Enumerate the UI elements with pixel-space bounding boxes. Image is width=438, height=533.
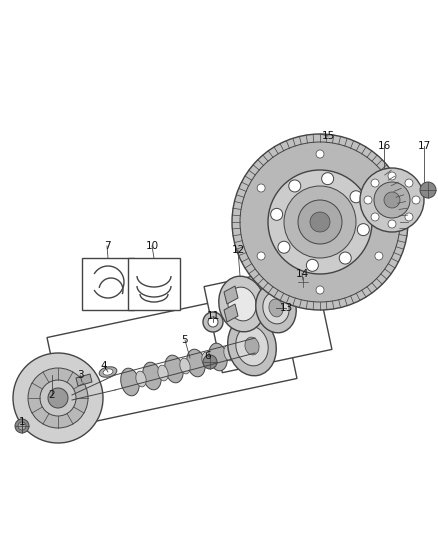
- Circle shape: [310, 212, 330, 232]
- Text: 11: 11: [206, 311, 219, 321]
- Polygon shape: [224, 304, 238, 322]
- Bar: [82, 258, 134, 310]
- Circle shape: [384, 192, 400, 208]
- Ellipse shape: [228, 287, 256, 321]
- Circle shape: [203, 355, 217, 369]
- Circle shape: [208, 317, 218, 327]
- Circle shape: [268, 170, 372, 274]
- Text: 5: 5: [182, 335, 188, 345]
- Ellipse shape: [99, 367, 117, 377]
- Ellipse shape: [103, 369, 113, 375]
- Ellipse shape: [136, 371, 146, 387]
- Ellipse shape: [219, 276, 265, 332]
- Ellipse shape: [231, 336, 249, 364]
- Text: 12: 12: [231, 245, 245, 255]
- Circle shape: [405, 213, 413, 221]
- Text: 10: 10: [145, 241, 159, 251]
- Circle shape: [357, 224, 369, 236]
- Circle shape: [257, 184, 265, 192]
- Polygon shape: [224, 286, 238, 304]
- Circle shape: [284, 186, 356, 258]
- Circle shape: [257, 252, 265, 260]
- Circle shape: [316, 150, 324, 158]
- Polygon shape: [204, 263, 332, 373]
- Polygon shape: [47, 288, 297, 427]
- Text: 15: 15: [321, 131, 335, 141]
- Circle shape: [48, 388, 68, 408]
- Ellipse shape: [121, 368, 139, 396]
- Ellipse shape: [245, 337, 259, 355]
- Text: 1: 1: [19, 417, 25, 427]
- Text: 14: 14: [295, 269, 309, 279]
- Text: 6: 6: [205, 351, 211, 361]
- Circle shape: [13, 353, 103, 443]
- Circle shape: [298, 200, 342, 244]
- Circle shape: [278, 241, 290, 253]
- Text: 13: 13: [279, 303, 293, 313]
- Ellipse shape: [165, 355, 183, 383]
- Circle shape: [350, 191, 362, 203]
- Text: 2: 2: [49, 390, 55, 400]
- Circle shape: [316, 286, 324, 294]
- Ellipse shape: [209, 343, 227, 371]
- Circle shape: [412, 196, 420, 204]
- Ellipse shape: [256, 283, 296, 333]
- Circle shape: [40, 380, 76, 416]
- Circle shape: [388, 172, 396, 180]
- Ellipse shape: [228, 316, 276, 376]
- Circle shape: [371, 213, 379, 221]
- Ellipse shape: [269, 299, 283, 317]
- Circle shape: [203, 312, 223, 332]
- Bar: [128, 258, 180, 310]
- Text: 16: 16: [378, 141, 391, 151]
- Circle shape: [28, 368, 88, 428]
- Ellipse shape: [158, 365, 168, 381]
- Circle shape: [289, 180, 301, 192]
- Circle shape: [321, 173, 334, 184]
- Polygon shape: [76, 374, 92, 386]
- Circle shape: [306, 260, 318, 271]
- Ellipse shape: [263, 292, 289, 324]
- Circle shape: [232, 134, 408, 310]
- Text: 7: 7: [104, 241, 110, 251]
- Circle shape: [405, 179, 413, 187]
- Ellipse shape: [143, 362, 161, 390]
- Circle shape: [339, 252, 351, 264]
- Text: 4: 4: [101, 361, 107, 371]
- Circle shape: [375, 252, 383, 260]
- Ellipse shape: [224, 345, 234, 361]
- Circle shape: [18, 422, 26, 430]
- Text: 3: 3: [77, 370, 83, 380]
- Ellipse shape: [187, 349, 205, 377]
- Circle shape: [371, 179, 379, 187]
- Circle shape: [420, 182, 436, 198]
- Circle shape: [360, 168, 424, 232]
- Ellipse shape: [202, 352, 212, 368]
- Circle shape: [240, 142, 400, 302]
- Circle shape: [375, 184, 383, 192]
- Ellipse shape: [236, 326, 268, 366]
- Circle shape: [364, 196, 372, 204]
- Circle shape: [298, 277, 308, 287]
- Circle shape: [374, 182, 410, 218]
- Circle shape: [388, 220, 396, 228]
- Text: 17: 17: [417, 141, 431, 151]
- Ellipse shape: [180, 358, 190, 374]
- Circle shape: [271, 208, 283, 220]
- Circle shape: [15, 419, 29, 433]
